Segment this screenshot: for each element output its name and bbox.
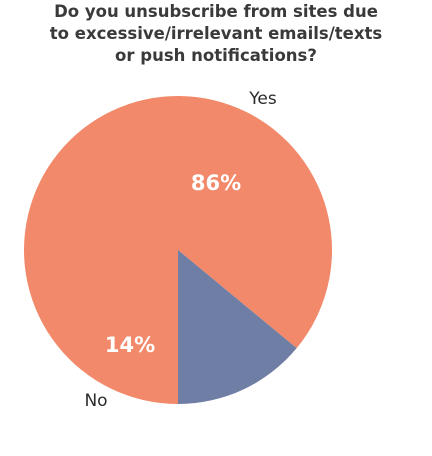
pie-slice-no bbox=[178, 250, 297, 404]
slice-value-label-no: 14% bbox=[105, 333, 155, 357]
chart-title: Do you unsubscribe from sites due to exc… bbox=[0, 1, 432, 67]
chart-title-line-2: to excessive/irrelevant emails/texts bbox=[49, 24, 383, 43]
slice-name-label-yes: Yes bbox=[248, 89, 277, 109]
pie-slice-yes bbox=[23, 95, 332, 404]
chart-title-line-3: or push notifications? bbox=[115, 46, 317, 65]
chart-title-line-1: Do you unsubscribe from sites due bbox=[54, 2, 378, 21]
slice-value-label-yes: 86% bbox=[191, 171, 241, 195]
slice-name-label-no: No bbox=[84, 391, 107, 411]
